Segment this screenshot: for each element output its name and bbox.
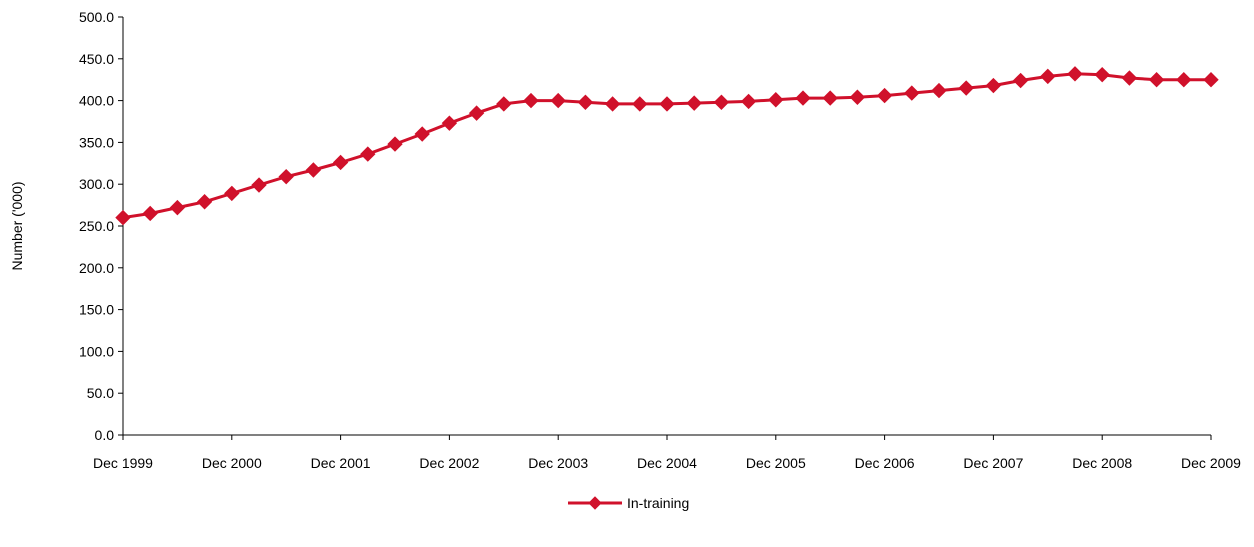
data-point-marker: [496, 96, 512, 112]
data-point-marker: [387, 136, 403, 152]
data-point-marker: [876, 87, 893, 104]
data-point-marker: [1203, 71, 1219, 88]
data-point-marker: [115, 209, 131, 226]
data-point-marker: [1040, 68, 1056, 85]
y-tick-label: 200.0: [79, 260, 114, 276]
x-axis: Dec 1999 Dec 2000 Dec 2001 Dec 2002 Dec 2003…: [93, 434, 1241, 471]
y-tick-label: 300.0: [79, 176, 114, 192]
data-point-marker: [1012, 72, 1029, 89]
data-point-marker: [414, 126, 430, 142]
x-tick-label: Dec 2009: [1181, 455, 1241, 471]
data-point-marker: [632, 96, 648, 112]
data-point-marker: [604, 96, 621, 112]
data-point-marker: [931, 82, 947, 99]
data-point-marker: [822, 90, 838, 106]
data-point-marker: [523, 92, 539, 109]
y-tick-label: 500.0: [79, 9, 114, 25]
data-point-marker: [468, 105, 485, 121]
y-axis-title: Number ('000): [9, 181, 25, 270]
data-point-marker: [360, 146, 376, 162]
data-point-marker: [278, 168, 294, 185]
data-point-marker: [1148, 71, 1165, 88]
data-point-marker: [795, 90, 811, 106]
data-point-marker: [550, 92, 566, 109]
y-tick-label: 350.0: [79, 134, 114, 150]
x-tick-label: Dec 2008: [1072, 455, 1132, 471]
data-point-marker: [958, 80, 974, 96]
x-tick-label: Dec 2006: [855, 455, 915, 471]
series-in-training: [115, 66, 1219, 226]
y-tick-label: 150.0: [79, 302, 114, 318]
data-point-marker: [169, 199, 186, 216]
x-tick-label: Dec 2005: [746, 455, 806, 471]
data-point-marker: [659, 96, 675, 112]
data-point-marker: [441, 115, 458, 131]
y-tick-label: 50.0: [87, 385, 114, 401]
series-line: [122, 72, 1211, 220]
data-point-marker: [768, 92, 784, 108]
data-point-marker: [251, 177, 267, 193]
y-tick-label: 400.0: [79, 93, 114, 109]
x-tick-label: Dec 1999: [93, 455, 153, 471]
x-tick-label: Dec 2001: [311, 455, 371, 471]
y-axis: 0.0 50.0 100.0 150.0 200.0 250.0 300.0 350.0 400…: [79, 9, 124, 443]
data-point-marker: [577, 94, 594, 110]
data-point-marker: [1176, 71, 1192, 88]
data-point-marker: [332, 154, 349, 171]
x-tick-label: Dec 2007: [963, 455, 1023, 471]
x-tick-label: Dec 2004: [637, 455, 697, 471]
data-point-marker: [686, 95, 702, 111]
data-point-marker: [904, 85, 920, 101]
data-point-marker: [142, 205, 158, 222]
data-point-marker: [196, 194, 213, 210]
legend-label: In-training: [627, 495, 689, 511]
data-point-marker: [1094, 66, 1110, 83]
x-tick-label: Dec 2000: [202, 455, 262, 471]
x-tick-label: Dec 2003: [528, 455, 588, 471]
data-point-marker: [713, 94, 730, 110]
x-tick-label: Dec 2002: [419, 455, 479, 471]
data-point-marker: [849, 89, 866, 105]
y-tick-label: 450.0: [79, 51, 114, 67]
y-tick-label: 0.0: [95, 427, 115, 443]
data-point-marker: [305, 162, 322, 178]
data-point-marker: [740, 93, 757, 110]
y-tick-label: 100.0: [79, 343, 114, 359]
data-point-marker: [1067, 66, 1083, 82]
data-point-marker: [1121, 70, 1138, 86]
data-point-marker: [985, 77, 1002, 94]
legend-swatch-marker: [588, 496, 602, 510]
y-tick-label: 250.0: [79, 218, 114, 234]
legend: In-training: [568, 495, 689, 511]
data-point-marker: [224, 185, 240, 202]
